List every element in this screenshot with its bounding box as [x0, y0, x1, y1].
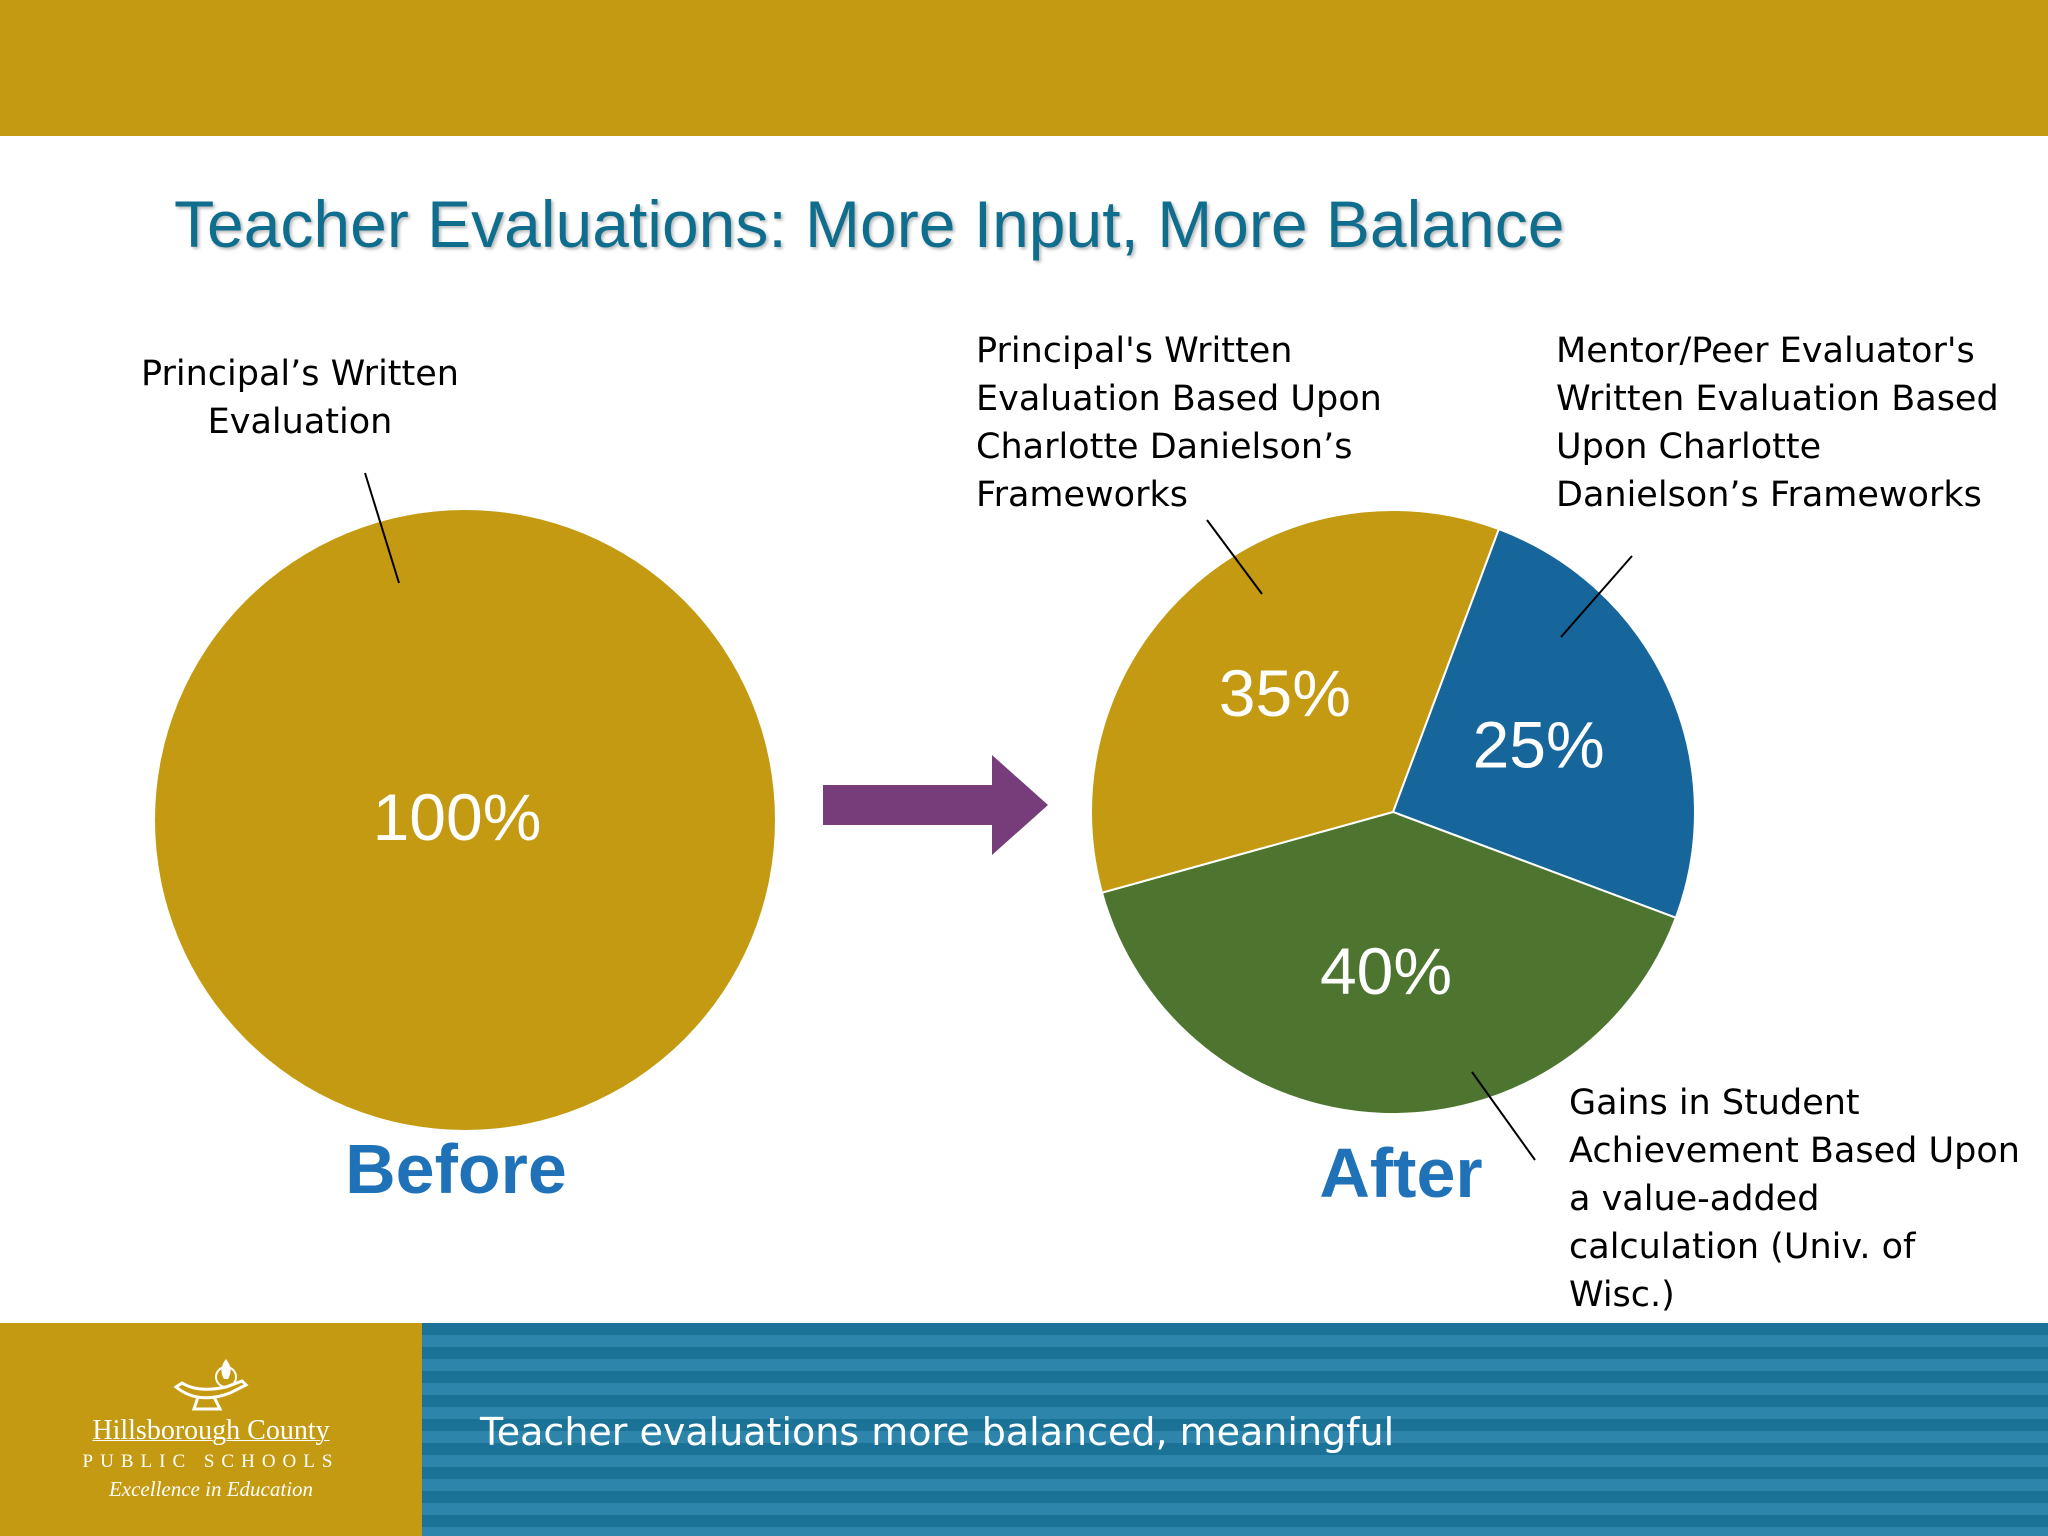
before-slice-principal [155, 510, 775, 1130]
footer-band [422, 1323, 2048, 1536]
after-slice-gains-value-label: 40% [1320, 934, 1452, 1008]
footer-logo-panel: Hillsborough County PUBLIC SCHOOLS Excel… [0, 1323, 422, 1536]
before-slice-principal-value-label: 100% [373, 780, 542, 854]
leader-line-gains [1471, 1071, 1536, 1161]
after-slice-principal [1090, 509, 1501, 894]
transition-arrow-icon [823, 755, 1048, 855]
before-caption: Before [345, 1130, 567, 1208]
leader-line-mentor [1560, 555, 1633, 638]
page-title: Teacher Evaluations: More Input, More Ba… [174, 187, 1565, 261]
logo-name: Hillsborough County [92, 1415, 330, 1446]
after-slice-mentor [1391, 527, 1696, 920]
footer-caption: Teacher evaluations more balanced, meani… [480, 1410, 1395, 1454]
after-slice-gains [1100, 810, 1678, 1115]
lamp-of-learning-icon [173, 1359, 249, 1411]
logo-motto: Excellence in Education [108, 1477, 314, 1501]
principal-slice-label: Principal's Written Evaluation Based Upo… [976, 331, 1382, 515]
gains-slice-label: Gains in Student Achievement Based Upon … [1569, 1083, 2020, 1315]
after-pie-chart: 25% 40% 35% [1090, 509, 1696, 1115]
logo-subtitle: PUBLIC SCHOOLS [82, 1451, 340, 1472]
before-pie-chart: 100% [155, 510, 775, 1130]
leader-line-principal [1206, 519, 1263, 595]
after-slice-principal-value-label: 35% [1219, 656, 1351, 730]
leader-line-before [364, 472, 400, 584]
header-bar [0, 0, 2048, 136]
mentor-slice-label: Mentor/Peer Evaluator's Written Evaluati… [1556, 331, 1999, 515]
after-caption: After [1319, 1134, 1482, 1212]
before-slice-label: Principal’s Written Evaluation [141, 354, 459, 442]
footer: Hillsborough County PUBLIC SCHOOLS Excel… [0, 1323, 2048, 1536]
after-slice-mentor-value-label: 25% [1473, 708, 1605, 782]
